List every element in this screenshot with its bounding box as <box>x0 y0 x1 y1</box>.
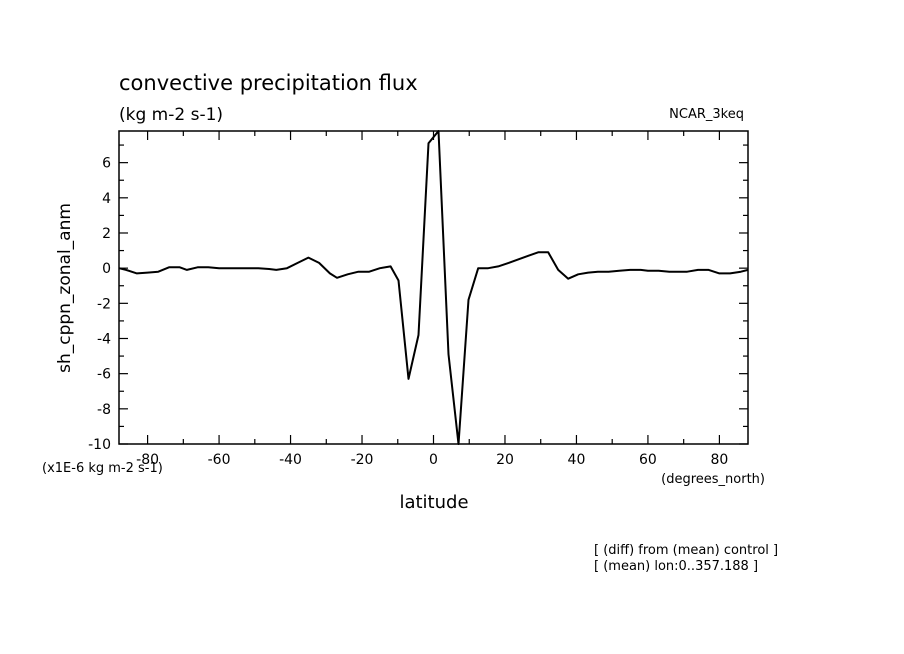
y-tick-label: -10 <box>88 437 111 453</box>
x-tick-label: 80 <box>710 452 728 468</box>
y-tick-label: -2 <box>97 296 111 312</box>
x-tick-label: 40 <box>568 452 586 468</box>
x-tick-label: 20 <box>496 452 514 468</box>
x-tick-label: -20 <box>351 452 374 468</box>
y-tick-label: -6 <box>97 367 111 383</box>
y-tick-label: 4 <box>102 191 111 207</box>
model-label: NCAR_3keq <box>669 107 744 122</box>
x-tick-label: -60 <box>208 452 231 468</box>
y-tick-label: 6 <box>102 156 111 172</box>
x-axis-label: latitude <box>399 492 468 513</box>
chart-title: convective precipitation flux <box>119 71 418 95</box>
y-units-label: (x1E-6 kg m-2 s-1) <box>42 461 163 476</box>
y-tick-label: -4 <box>97 331 111 347</box>
y-tick-label: -8 <box>97 402 111 418</box>
y-tick-label: 2 <box>102 226 111 242</box>
y-tick-label: 0 <box>102 261 111 277</box>
chart-subtitle: (kg m-2 s-1) <box>119 105 223 125</box>
note-mean: [ (mean) lon:0..357.188 ] <box>594 559 758 574</box>
x-tick-label: -80 <box>136 452 159 468</box>
series-line <box>118 130 749 445</box>
y-axis-label: sh_cppn_zonal_anm <box>55 203 75 373</box>
x-tick-label: -40 <box>279 452 302 468</box>
x-units-label: (degrees_north) <box>661 472 765 487</box>
x-tick-label: 0 <box>429 452 438 468</box>
axis-ticks <box>119 131 748 445</box>
plot-frame <box>118 130 749 445</box>
note-diff: [ (diff) from (mean) control ] <box>594 543 778 558</box>
x-tick-label: 60 <box>639 452 657 468</box>
